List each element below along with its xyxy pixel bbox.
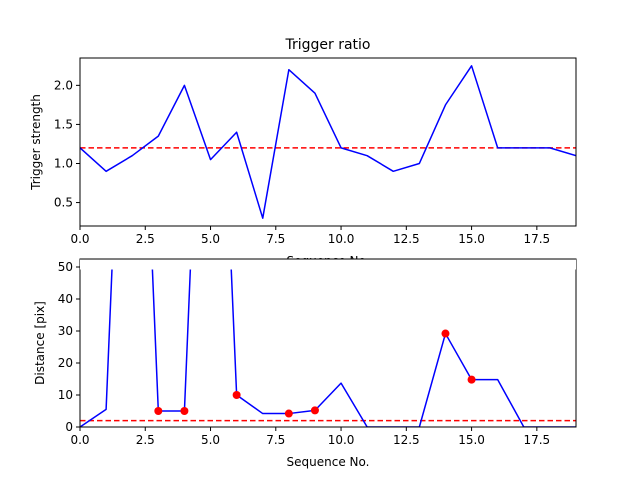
x-tick-label: 7.5: [266, 232, 285, 246]
data-point-marker: [232, 391, 241, 399]
top-chart-title: Trigger ratio: [284, 37, 370, 53]
y-tick-label: 1.0: [54, 156, 73, 170]
x-tick-label: 12.5: [393, 433, 420, 447]
series-line: [80, 259, 576, 427]
bottom-chart-frame: [79, 258, 577, 428]
top-chart-ylabel: Trigger strength: [29, 94, 43, 191]
x-tick-label: 17.5: [523, 433, 550, 447]
top-chart-plot-area: [80, 65, 576, 219]
y-tick-label: 20: [58, 356, 73, 370]
x-tick-label: 17.5: [523, 232, 550, 246]
top-xlabel-mask: [80, 259, 576, 270]
y-tick-label: 10: [58, 388, 73, 402]
bottom-chart-xlabel: Sequence No.: [287, 455, 370, 469]
data-point-marker: [467, 375, 476, 384]
y-tick-label: 0.5: [54, 196, 73, 210]
x-tick-label: 7.5: [266, 433, 285, 447]
x-tick-label: 10.0: [328, 433, 355, 447]
data-point-marker: [441, 329, 450, 338]
top-chart-frame: [79, 57, 577, 227]
x-tick-label: 10.0: [328, 232, 355, 246]
bottom-chart-ylabel: Distance [pix]: [33, 301, 47, 385]
x-tick-label: 2.5: [136, 232, 155, 246]
series-line: [80, 65, 576, 219]
top-chart-ticks: 0.0 2.5 5.0 7.5 10.0 12.5 15.0 17.5 0.5 1.0 1.5 2.0: [54, 78, 550, 246]
y-tick-label: 50: [58, 260, 73, 274]
x-tick-label: 2.5: [136, 433, 155, 447]
x-tick-label: 0.0: [70, 433, 89, 447]
bottom-chart-ticks: 0.0 2.5 5.0 7.5 10.0 12.5 15.0 17.5 0 10 20 30 40 50: [58, 260, 550, 447]
data-point-marker: [154, 407, 163, 415]
y-tick-label: 30: [58, 324, 73, 338]
y-tick-label: 0: [65, 420, 73, 434]
x-tick-label: 5.0: [201, 232, 220, 246]
x-tick-label: 12.5: [393, 232, 420, 246]
y-tick-label: 1.5: [54, 117, 73, 131]
data-point-marker: [180, 407, 189, 415]
data-point-marker: [284, 409, 293, 418]
x-tick-label: 15.0: [458, 433, 485, 447]
data-point-marker: [310, 406, 319, 415]
x-tick-label: 15.0: [458, 232, 485, 246]
y-tick-label: 40: [58, 292, 73, 306]
x-tick-label: 0.0: [70, 232, 89, 246]
x-tick-label: 5.0: [201, 433, 220, 447]
y-tick-label: 2.0: [54, 78, 73, 92]
